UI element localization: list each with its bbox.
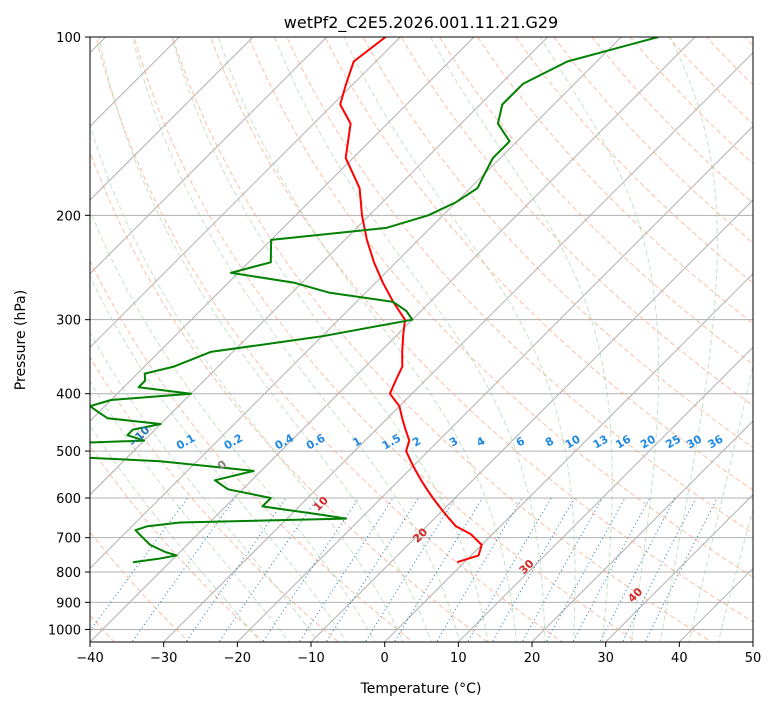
y-tick-label: 100 (56, 31, 81, 46)
isotherm-line (383, 272, 753, 642)
y-tick-label: 1000 (48, 623, 81, 638)
dry-adiabat-line (591, 37, 753, 204)
y-axis: 100 200 300 400 500 600 700 800 900 1000 (48, 31, 90, 638)
isotherm-line (90, 37, 475, 422)
dry-adiabat-line (90, 531, 190, 642)
isotherm-line (90, 37, 549, 496)
moist-adiabat-line (90, 331, 319, 642)
dry-adiabat-line (90, 150, 489, 642)
y-tick-label: 800 (56, 566, 81, 581)
moist-adiabat-line (688, 363, 753, 642)
isotherm-line (90, 37, 328, 275)
mixing-ratio-line (644, 497, 718, 642)
y-tick-label: 200 (56, 209, 81, 224)
plot-frame (89, 36, 754, 643)
dry-adiabat-line (476, 37, 753, 325)
chart-title: wetPf2_C2E5.2026.001.11.21.G29 (284, 13, 558, 33)
dry-adiabat-line (629, 37, 753, 165)
moist-adiabat-line (659, 37, 718, 642)
x-tick-label: −10 (297, 651, 324, 666)
y-tick-label: 900 (56, 596, 81, 611)
mixing-ratio-line (364, 497, 456, 642)
isotherm-line (457, 346, 753, 642)
isotherm-line (531, 420, 753, 642)
dry-adiabat-line (248, 37, 753, 578)
isotherm-line (752, 641, 753, 642)
mixing-ratio-line (185, 497, 287, 642)
dry-adiabat-line (400, 37, 753, 407)
mixing-ratio-line (491, 497, 575, 642)
moist-adiabat-line (430, 37, 613, 642)
y-axis-label: Pressure (hPa) (13, 290, 29, 390)
moist-adiabat-line (90, 424, 261, 642)
x-tick-label: 30 (597, 651, 614, 666)
y-tick-label: 600 (56, 492, 81, 507)
moist-adiabat-line (90, 123, 404, 642)
isotherm-line (162, 51, 753, 642)
x-tick-label: −40 (76, 651, 103, 666)
moist-adiabat-line (274, 37, 546, 642)
dry-adiabat-line (90, 259, 414, 642)
mixing-ratio-line (466, 497, 552, 642)
dry-adiabat-line (515, 37, 753, 284)
x-tick-label: −30 (150, 651, 177, 666)
dry-adiabat-line (209, 37, 753, 623)
dry-adiabat-line (362, 37, 753, 449)
moist-adiabat-line (539, 37, 660, 642)
x-tick-label: 50 (745, 651, 762, 666)
dry-adiabat-line (324, 37, 753, 491)
mixing-ratio-line (521, 497, 603, 642)
x-tick-label: 40 (671, 651, 688, 666)
isotherm-line (604, 493, 753, 642)
grid-layer (90, 24, 775, 645)
x-tick-label: 20 (524, 651, 541, 666)
moist-adiabat-line (131, 37, 461, 642)
isotherm-line (90, 37, 402, 349)
y-tick-label: 300 (56, 314, 81, 329)
x-tick-label: 10 (450, 651, 467, 666)
isotherm-line (90, 37, 696, 642)
isotherm-line (310, 199, 753, 642)
plot-background (90, 37, 753, 642)
y-tick-label: 400 (56, 388, 81, 403)
x-tick-label: 0 (381, 651, 389, 666)
x-axis-label: Temperature (°C) (360, 681, 482, 697)
dry-adiabat-line (286, 37, 753, 534)
isotherm-line (90, 37, 254, 201)
moist-adiabat-line (343, 37, 576, 642)
mixing-ratio-line (435, 497, 523, 642)
y-tick-label: 500 (56, 445, 81, 460)
x-axis: −40 −30 −20 −10 0 10 20 30 40 50 (76, 642, 761, 666)
temperature-profile (339, 37, 483, 564)
dry-adiabat-line (95, 37, 564, 642)
moist-adiabat-line (98, 37, 433, 642)
dry-adiabat-line (90, 356, 340, 642)
dewpoint-profile (90, 37, 659, 564)
moist-adiabat-line (217, 37, 518, 642)
series-layer (90, 37, 659, 564)
moist-adiabat-line (717, 507, 753, 642)
isotherm-line (236, 125, 753, 642)
y-tick-label: 700 (56, 532, 81, 547)
isotherm-line (90, 37, 623, 570)
mixing-ratio-line (218, 497, 318, 642)
dry-adiabat-line (770, 24, 775, 645)
x-tick-label: −20 (224, 651, 251, 666)
moist-adiabat-line (90, 208, 376, 642)
